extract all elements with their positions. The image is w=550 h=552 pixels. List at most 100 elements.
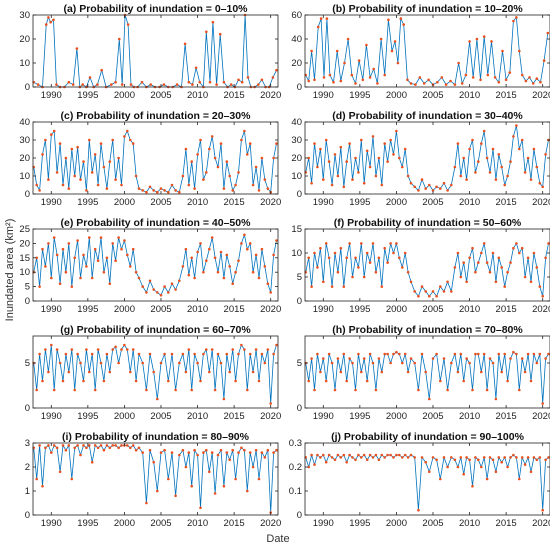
data-point (208, 147, 211, 151)
x-tick-label: 2000 (114, 518, 135, 529)
data-point (88, 236, 91, 239)
data-point (383, 246, 387, 250)
panel-title: (e) Probability of inundation = 40–50% (61, 217, 252, 229)
data-point (330, 183, 334, 187)
data-point (148, 185, 152, 189)
y-tick-label: 0 (297, 82, 302, 93)
data-point (546, 31, 550, 35)
y-tick-label: 40 (19, 117, 30, 128)
data-point (427, 78, 430, 82)
data-point (435, 458, 438, 462)
data-point (67, 242, 71, 245)
data-point (117, 446, 120, 450)
data-point (44, 446, 47, 450)
data-point (193, 448, 196, 452)
data-point (520, 456, 524, 459)
x-tick-label: 2015 (496, 197, 517, 208)
data-point (345, 460, 349, 464)
plot-frame (32, 121, 279, 195)
data-point (126, 348, 129, 351)
x-axis-label: Date (266, 533, 289, 545)
data-point (272, 352, 275, 356)
data-point (395, 129, 398, 133)
data-point (129, 138, 132, 142)
data-point (64, 352, 68, 356)
data-point (339, 246, 343, 250)
data-point (85, 446, 88, 450)
data-point (184, 465, 188, 469)
data-point (202, 270, 205, 274)
data-point (324, 242, 328, 245)
data-point (399, 17, 403, 20)
data-point (535, 361, 539, 365)
data-point (442, 181, 446, 185)
data-point (202, 451, 205, 454)
data-point (96, 183, 100, 187)
data-point (497, 256, 501, 260)
data-point (114, 444, 117, 447)
x-tick-label: 2020 (532, 90, 550, 101)
data-point (474, 456, 477, 459)
x-tick-label: 1995 (349, 518, 370, 529)
data-point (99, 361, 103, 365)
y-tick-label: 40 (291, 117, 302, 128)
data-point (406, 174, 410, 178)
data-point (243, 129, 246, 133)
data-point (254, 448, 258, 452)
data-point (547, 456, 550, 459)
data-point (41, 153, 44, 156)
y-tick-label: 30 (19, 135, 30, 146)
data-point (442, 456, 446, 459)
data-point (365, 251, 369, 255)
data-point (216, 165, 220, 169)
data-point (263, 178, 267, 181)
data-point (120, 247, 123, 251)
data-point (79, 276, 82, 280)
data-point (76, 352, 79, 356)
data-point (512, 135, 515, 138)
data-point (479, 78, 482, 82)
plot-frame (304, 335, 550, 409)
y-tick-label: 20 (19, 238, 30, 249)
data-point (76, 239, 79, 242)
data-point (134, 270, 138, 274)
data-point (129, 265, 132, 268)
data-point (371, 456, 375, 459)
data-point (392, 153, 395, 156)
data-point (123, 343, 126, 347)
data-point (374, 453, 378, 457)
data-point (211, 20, 215, 24)
data-point (435, 352, 438, 356)
data-point (126, 23, 130, 26)
x-tick-label: 2015 (496, 518, 517, 529)
data-point (152, 370, 155, 374)
panel-6: (f) Probability of inundation = 50–60% 19… (291, 217, 550, 315)
x-tick-label: 2020 (532, 304, 550, 315)
data-point (228, 458, 231, 462)
data-point (531, 82, 535, 85)
data-point (81, 83, 84, 86)
data-point (509, 456, 512, 459)
data-point (85, 265, 88, 268)
data-point (184, 370, 188, 374)
data-point (402, 23, 406, 26)
data-point (368, 76, 372, 79)
data-point (417, 388, 420, 392)
x-tick-label: 1990 (41, 518, 62, 529)
data-point (307, 379, 311, 383)
data-point (159, 293, 163, 297)
data-point (413, 290, 417, 293)
data-point (251, 183, 255, 187)
data-point (105, 256, 109, 260)
x-tick-label: 1990 (41, 197, 62, 208)
x-tick-label: 2010 (187, 518, 208, 529)
data-point (105, 444, 109, 447)
panel-title: (j) Probability of inundation = 90–100% (331, 431, 524, 443)
data-point (383, 352, 387, 356)
data-point (435, 185, 438, 189)
data-point (248, 352, 252, 356)
data-point (105, 352, 109, 356)
data-point (187, 273, 191, 277)
data-point (178, 453, 181, 457)
data-point (181, 174, 185, 178)
